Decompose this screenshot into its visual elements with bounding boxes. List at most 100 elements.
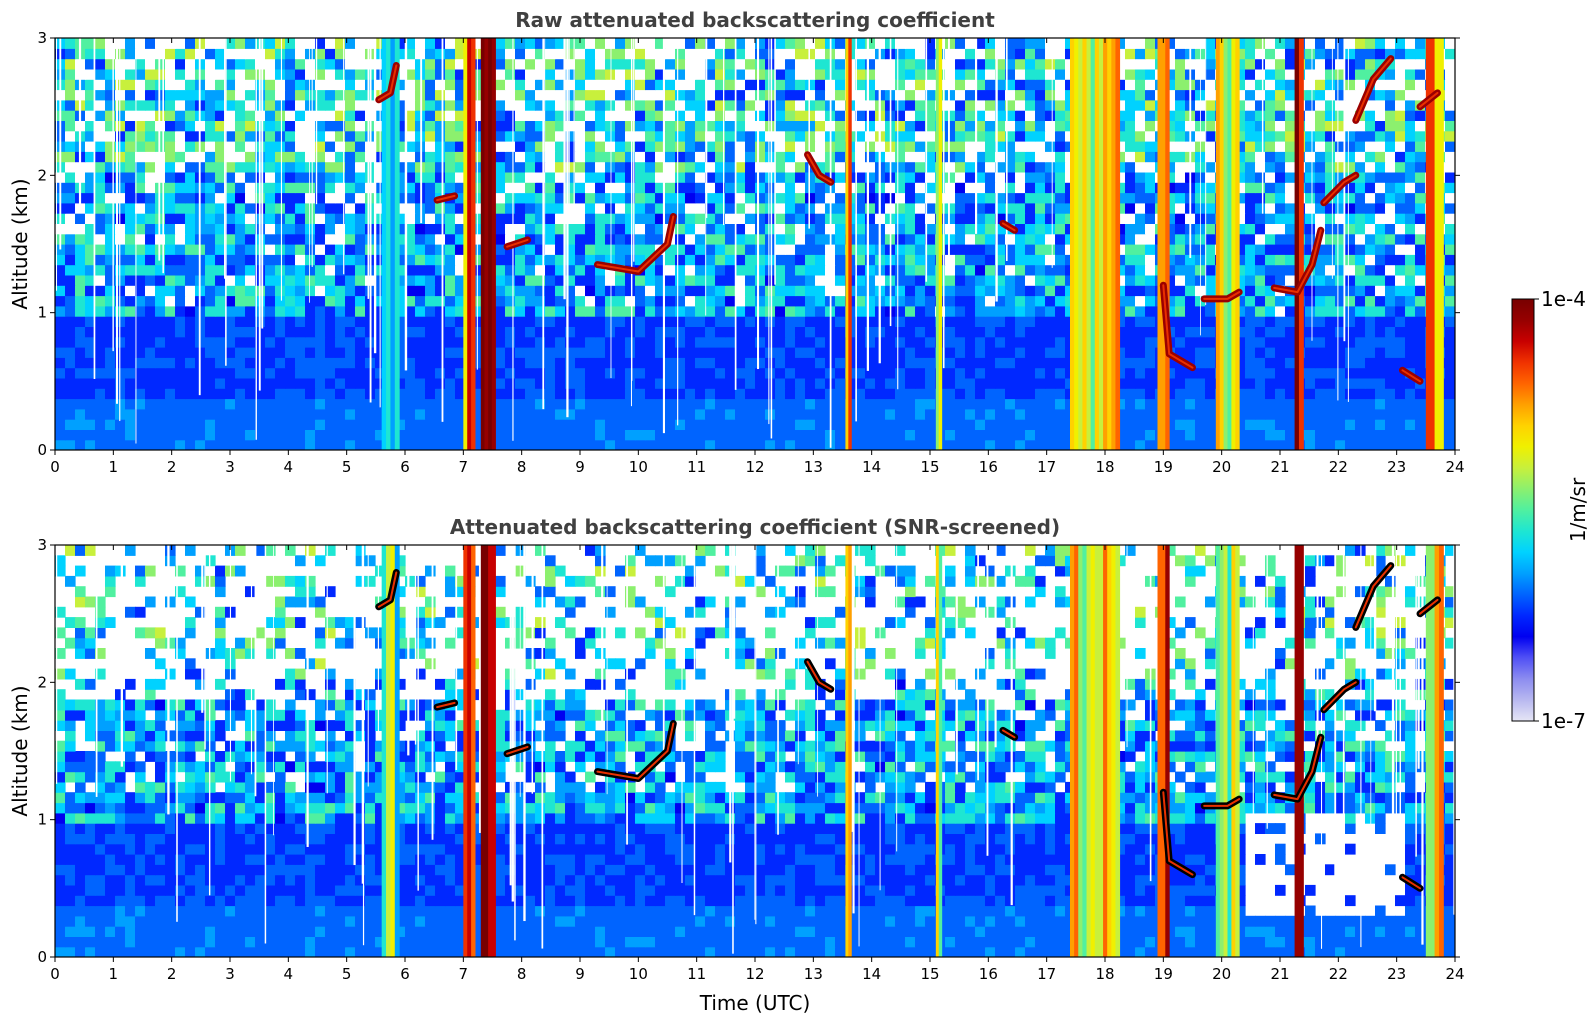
heatmap-cell (1355, 336, 1366, 348)
heatmap-cell (1285, 151, 1296, 163)
heatmap-cell (1305, 89, 1316, 101)
heatmap-cell (1305, 120, 1316, 132)
heatmap-cell (275, 285, 286, 297)
heatmap-cell (675, 110, 686, 121)
heatmap-cell (905, 130, 916, 142)
heatmap-cell (1275, 264, 1286, 276)
heatmap-cell (945, 388, 956, 400)
heatmap-cell (1275, 120, 1286, 132)
heatmap-cell (1135, 110, 1146, 121)
heatmap-cell (1245, 254, 1256, 266)
heatmap-cell (85, 388, 96, 400)
heatmap-cell (425, 202, 436, 214)
heatmap-cell (725, 398, 736, 410)
heatmap-cell (905, 429, 916, 441)
heatmap-cell (1375, 295, 1386, 307)
heatmap-cell (515, 398, 526, 410)
heatmap-cell (285, 285, 296, 297)
heatmap-cell (945, 182, 956, 194)
heatmap-cell (1365, 120, 1376, 132)
heatmap-cell (535, 398, 546, 410)
heatmap-cell (455, 99, 466, 111)
heatmap-cell (965, 161, 976, 173)
heatmap-cell (1205, 99, 1216, 111)
heatmap-cell (365, 429, 376, 441)
heatmap-cell (1265, 151, 1276, 163)
heatmap-cell (1265, 357, 1276, 369)
heatmap-cell (805, 429, 816, 441)
heatmap-cell (565, 79, 576, 91)
heatmap-cell (525, 79, 536, 91)
heatmap-cell (295, 377, 306, 389)
heatmap-cell (735, 213, 746, 224)
heatmap-cell (645, 120, 656, 132)
heatmap-cell (85, 285, 96, 297)
heatmap-cell (1035, 285, 1046, 297)
heatmap-cell (1305, 233, 1316, 245)
heatmap-cell (1385, 233, 1396, 245)
heatmap-cell (1125, 89, 1136, 101)
heatmap-cell (565, 120, 576, 132)
heatmap-cell (185, 130, 196, 142)
heatmap-cell (705, 141, 716, 152)
heatmap-cell (835, 89, 846, 101)
heatmap-cell (805, 377, 816, 389)
heatmap-cell (1205, 357, 1216, 369)
heatmap-cell (755, 244, 766, 255)
heatmap-cell (885, 367, 896, 379)
heatmap-cell (705, 429, 716, 441)
heatmap-cell (1445, 202, 1455, 214)
heatmap-cell (635, 254, 646, 266)
heatmap-cell (215, 408, 226, 420)
heatmap-cell (95, 161, 106, 173)
heatmap-cell (535, 419, 546, 430)
heatmap-cell (295, 429, 306, 441)
heatmap-cell (1245, 151, 1256, 163)
heatmap-cell (455, 295, 466, 307)
heatmap-cell (415, 244, 426, 255)
heatmap-cell (875, 408, 886, 420)
heatmap-cell (75, 274, 86, 286)
heatmap-cell (1205, 233, 1216, 245)
heatmap-cell (1115, 316, 1126, 327)
heatmap-cell (1335, 408, 1346, 420)
heatmap-cell (1175, 233, 1186, 245)
heatmap-cell (755, 233, 766, 245)
heatmap-cell (835, 182, 846, 194)
heatmap-cell (1125, 377, 1136, 389)
heatmap-cell (405, 151, 416, 163)
heatmap-cell (705, 326, 716, 338)
heatmap-cell (865, 326, 876, 338)
heatmap-cell (185, 408, 196, 420)
heatmap-cell (805, 99, 816, 111)
heatmap-cell (1365, 347, 1376, 358)
heatmap-cell (945, 223, 956, 235)
heatmap-cell (765, 130, 776, 142)
heatmap-cell (345, 130, 356, 142)
heatmap-cell (145, 254, 156, 266)
heatmap-cell (785, 377, 796, 389)
heatmap-cell (1385, 130, 1396, 142)
heatmap-cell (1285, 347, 1296, 358)
heatmap-cell (1185, 419, 1196, 430)
heatmap-cell (625, 99, 636, 111)
heatmap-cell (515, 110, 526, 121)
heatmap-cell (605, 213, 616, 224)
heatmap-cell (995, 429, 1006, 441)
heatmap-cell (405, 367, 416, 379)
heatmap-cell (545, 151, 556, 163)
heatmap-cell (55, 367, 66, 379)
heatmap-cell (1235, 244, 1246, 255)
heatmap-cell (335, 192, 346, 204)
heatmap-cell (1045, 377, 1056, 389)
heatmap-cell (735, 336, 746, 348)
heatmap-cell (745, 213, 756, 224)
heatmap-cell (275, 305, 286, 317)
heatmap-cell (595, 336, 606, 348)
heatmap-cell (1245, 120, 1256, 132)
heatmap-cell (735, 171, 746, 183)
heatmap-cell (835, 130, 846, 142)
heatmap-cell (595, 182, 606, 194)
heatmap-cell (695, 398, 706, 410)
heatmap-cell (725, 223, 736, 235)
